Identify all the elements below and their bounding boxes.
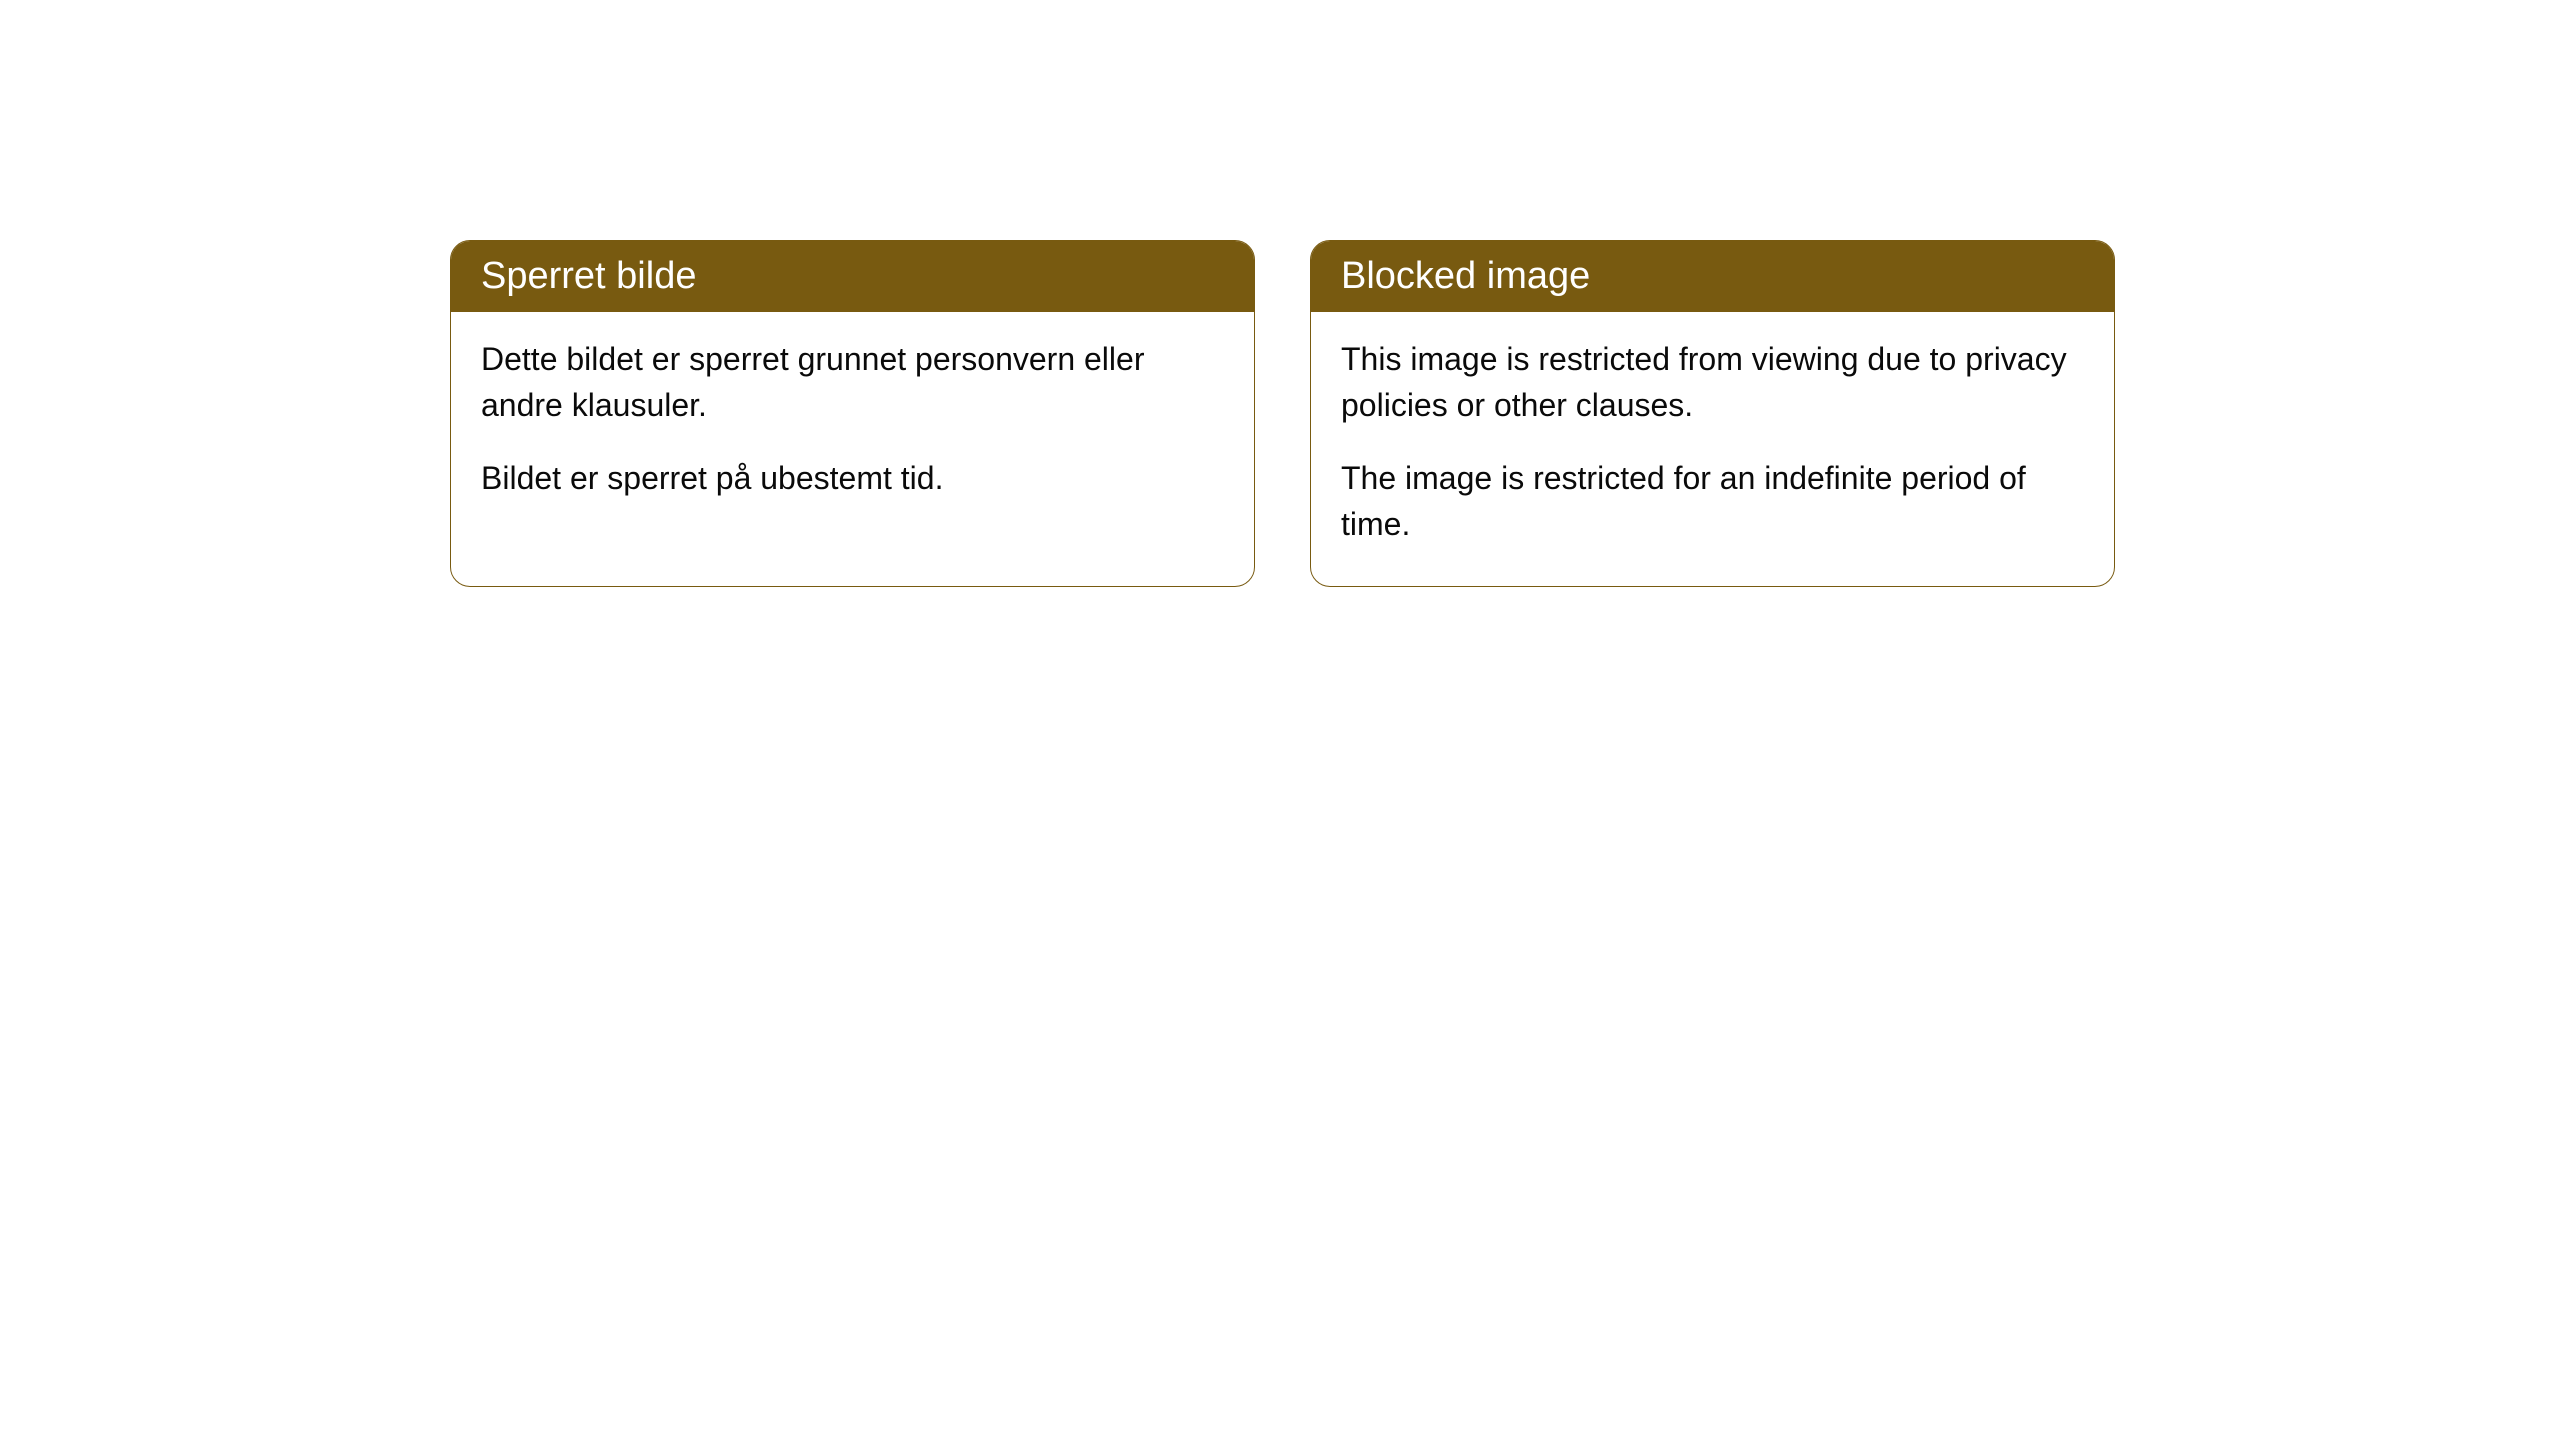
card-header-english: Blocked image bbox=[1311, 241, 2114, 312]
card-norwegian: Sperret bilde Dette bildet er sperret gr… bbox=[450, 240, 1255, 587]
card-text-english-1: This image is restricted from viewing du… bbox=[1341, 336, 2084, 429]
card-text-norwegian-1: Dette bildet er sperret grunnet personve… bbox=[481, 336, 1224, 429]
card-english: Blocked image This image is restricted f… bbox=[1310, 240, 2115, 587]
card-body-norwegian: Dette bildet er sperret grunnet personve… bbox=[451, 312, 1254, 539]
card-text-english-2: The image is restricted for an indefinit… bbox=[1341, 455, 2084, 548]
card-header-norwegian: Sperret bilde bbox=[451, 241, 1254, 312]
card-text-norwegian-2: Bildet er sperret på ubestemt tid. bbox=[481, 455, 1224, 501]
card-body-english: This image is restricted from viewing du… bbox=[1311, 312, 2114, 586]
cards-container: Sperret bilde Dette bildet er sperret gr… bbox=[450, 240, 2560, 587]
